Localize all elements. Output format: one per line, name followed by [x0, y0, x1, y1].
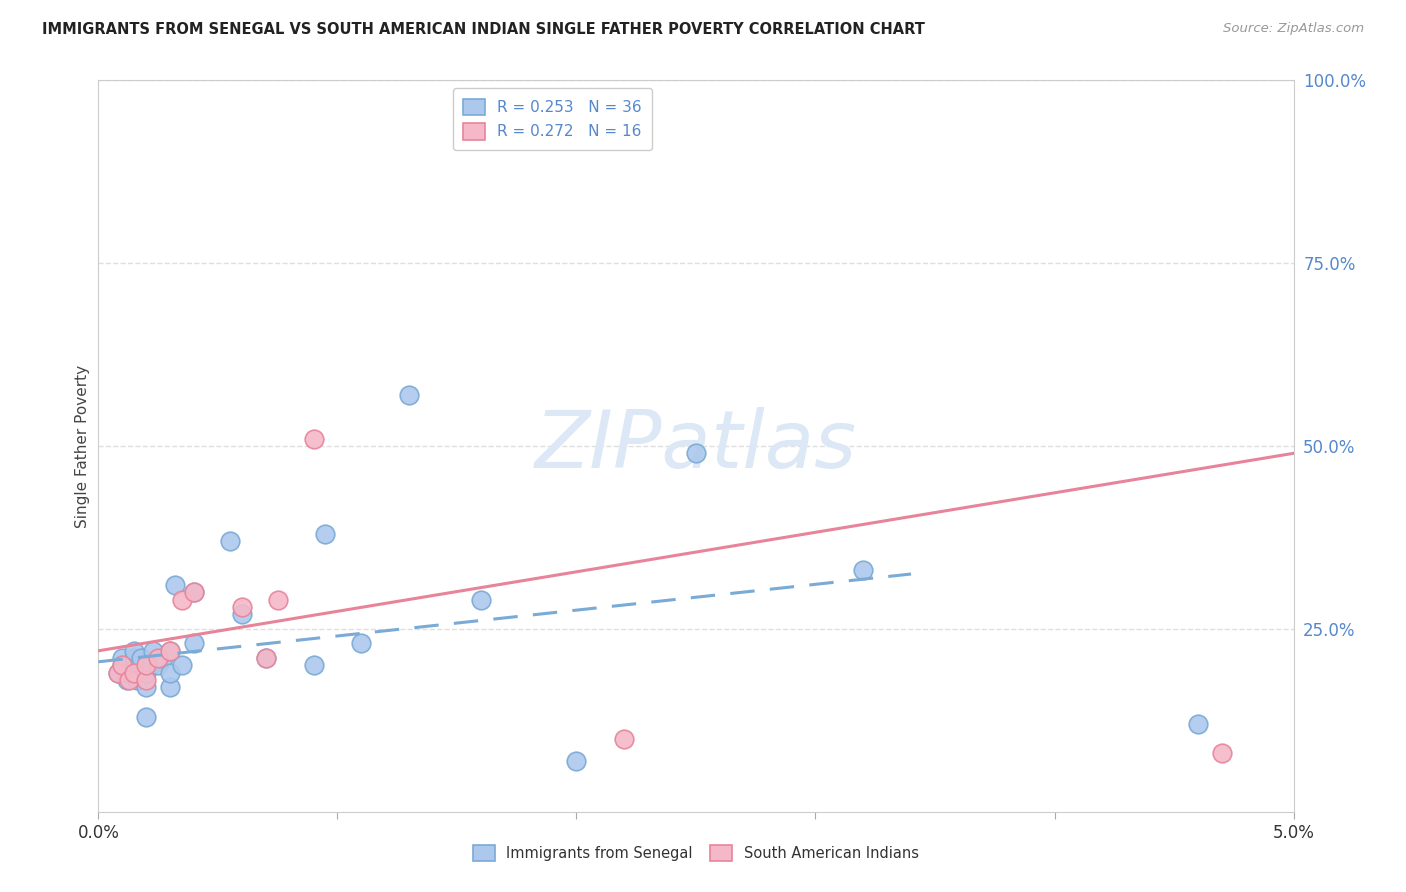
Point	[118, 665, 141, 680]
Point	[148, 651, 170, 665]
Point	[302, 658, 325, 673]
Point	[124, 644, 146, 658]
Point	[115, 673, 138, 687]
Point	[135, 709, 157, 723]
Point	[231, 607, 253, 622]
Point	[172, 592, 194, 607]
Point	[159, 681, 181, 695]
Point	[613, 731, 636, 746]
Point	[107, 665, 129, 680]
Point	[111, 658, 134, 673]
Point	[1187, 717, 1209, 731]
Point	[1211, 746, 1233, 760]
Point	[159, 665, 181, 680]
Point	[398, 388, 420, 402]
Point	[159, 644, 181, 658]
Point	[135, 681, 157, 695]
Point	[118, 673, 141, 687]
Point	[163, 578, 186, 592]
Point	[219, 534, 242, 549]
Text: ZIPatlas: ZIPatlas	[534, 407, 858, 485]
Point	[124, 665, 146, 680]
Point	[135, 658, 157, 673]
Point	[183, 585, 205, 599]
Point	[139, 658, 162, 673]
Point	[267, 592, 290, 607]
Point	[350, 636, 373, 650]
Point	[231, 599, 253, 614]
Point	[131, 651, 153, 665]
Text: Source: ZipAtlas.com: Source: ZipAtlas.com	[1223, 22, 1364, 36]
Point	[124, 651, 146, 665]
Point	[107, 665, 129, 680]
Point	[470, 592, 492, 607]
Point	[172, 658, 194, 673]
Point	[111, 658, 134, 673]
Text: IMMIGRANTS FROM SENEGAL VS SOUTH AMERICAN INDIAN SINGLE FATHER POVERTY CORRELATI: IMMIGRANTS FROM SENEGAL VS SOUTH AMERICA…	[42, 22, 925, 37]
Point	[254, 651, 277, 665]
Point	[148, 658, 170, 673]
Point	[685, 446, 707, 460]
Point	[852, 563, 875, 577]
Point	[183, 585, 205, 599]
Point	[565, 754, 588, 768]
Point	[135, 673, 157, 687]
Point	[183, 636, 205, 650]
Point	[159, 644, 181, 658]
Point	[135, 665, 157, 680]
Point	[142, 644, 165, 658]
Point	[315, 526, 337, 541]
Point	[111, 651, 134, 665]
Point	[125, 673, 148, 687]
Legend: Immigrants from Senegal, South American Indians: Immigrants from Senegal, South American …	[467, 839, 925, 867]
Point	[152, 651, 174, 665]
Point	[124, 658, 146, 673]
Point	[302, 432, 325, 446]
Point	[254, 651, 277, 665]
Y-axis label: Single Father Poverty: Single Father Poverty	[75, 365, 90, 527]
